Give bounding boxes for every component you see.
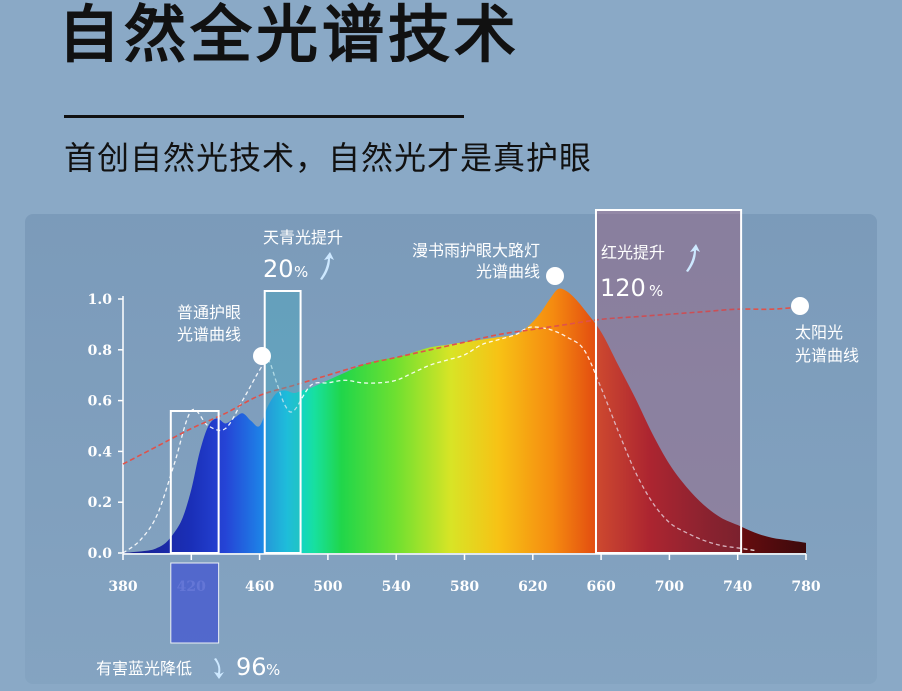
sunlight-label-line2: 光谱曲线	[795, 346, 859, 365]
y-tick-label: 0.0	[88, 546, 113, 562]
red-box	[594, 209, 743, 554]
y-tick-label: 0.8	[88, 343, 112, 359]
sunlight-spectrum-line	[122, 305, 807, 465]
spectrum-fill-area	[123, 288, 806, 553]
sunlight-label-line1: 太阳光	[795, 323, 843, 342]
x-tick-label: 540	[382, 579, 411, 595]
x-tick-label: 620	[518, 579, 547, 595]
x-tick-label: 460	[245, 579, 274, 595]
harmful-blue-label: 有害蓝光降低	[96, 659, 192, 678]
y-tick-label: 1.0	[88, 292, 113, 308]
ordinary-peak-dot	[253, 347, 271, 365]
sky-blue-label: 天青光提升	[263, 228, 343, 247]
y-tick-label: 0.6	[88, 394, 112, 410]
y-tick-label: 0.2	[88, 495, 112, 511]
page-subtitle: 首创自然光技术，自然光才是真护眼	[64, 139, 593, 177]
x-tick-label: 380	[108, 579, 137, 595]
sky-blue-box	[263, 290, 302, 554]
ordinary-label-line1: 普通护眼	[177, 303, 241, 322]
x-tick-label: 500	[313, 579, 342, 595]
brand-peak-dot	[546, 267, 564, 285]
x-tick-label: 780	[791, 579, 820, 595]
harmful-blue-value: 96	[236, 653, 267, 681]
sky-blue-value: 20	[263, 255, 294, 283]
ordinary-spectrum-line	[122, 326, 755, 554]
ordinary-label-line2: 光谱曲线	[177, 325, 241, 344]
sunlight-end-dot	[791, 297, 809, 315]
red-value: 120	[600, 274, 646, 302]
y-tick-label: 0.4	[88, 444, 113, 460]
arrow-down-icon	[214, 658, 224, 679]
page-title: 自然全光谱技术	[58, 0, 521, 71]
arrow-up-icon	[686, 244, 700, 272]
brand-label-line1: 漫书雨护眼大路灯	[412, 241, 540, 260]
x-tick-label: 660	[586, 579, 615, 595]
x-tick-label: 700	[655, 579, 684, 595]
harmful-blue-unit: %	[266, 661, 280, 679]
sky-blue-unit: %	[294, 263, 308, 281]
harmful-blue-box	[169, 410, 220, 554]
title-divider	[64, 115, 464, 118]
harmful-blue-box-extension	[170, 562, 220, 644]
red-unit: %	[649, 282, 663, 300]
brand-label-line2: 光谱曲线	[476, 262, 540, 281]
x-tick-label: 740	[723, 579, 752, 595]
x-tick-label: 580	[450, 579, 479, 595]
arrow-up-icon	[320, 252, 334, 280]
red-label: 红光提升	[601, 243, 665, 262]
